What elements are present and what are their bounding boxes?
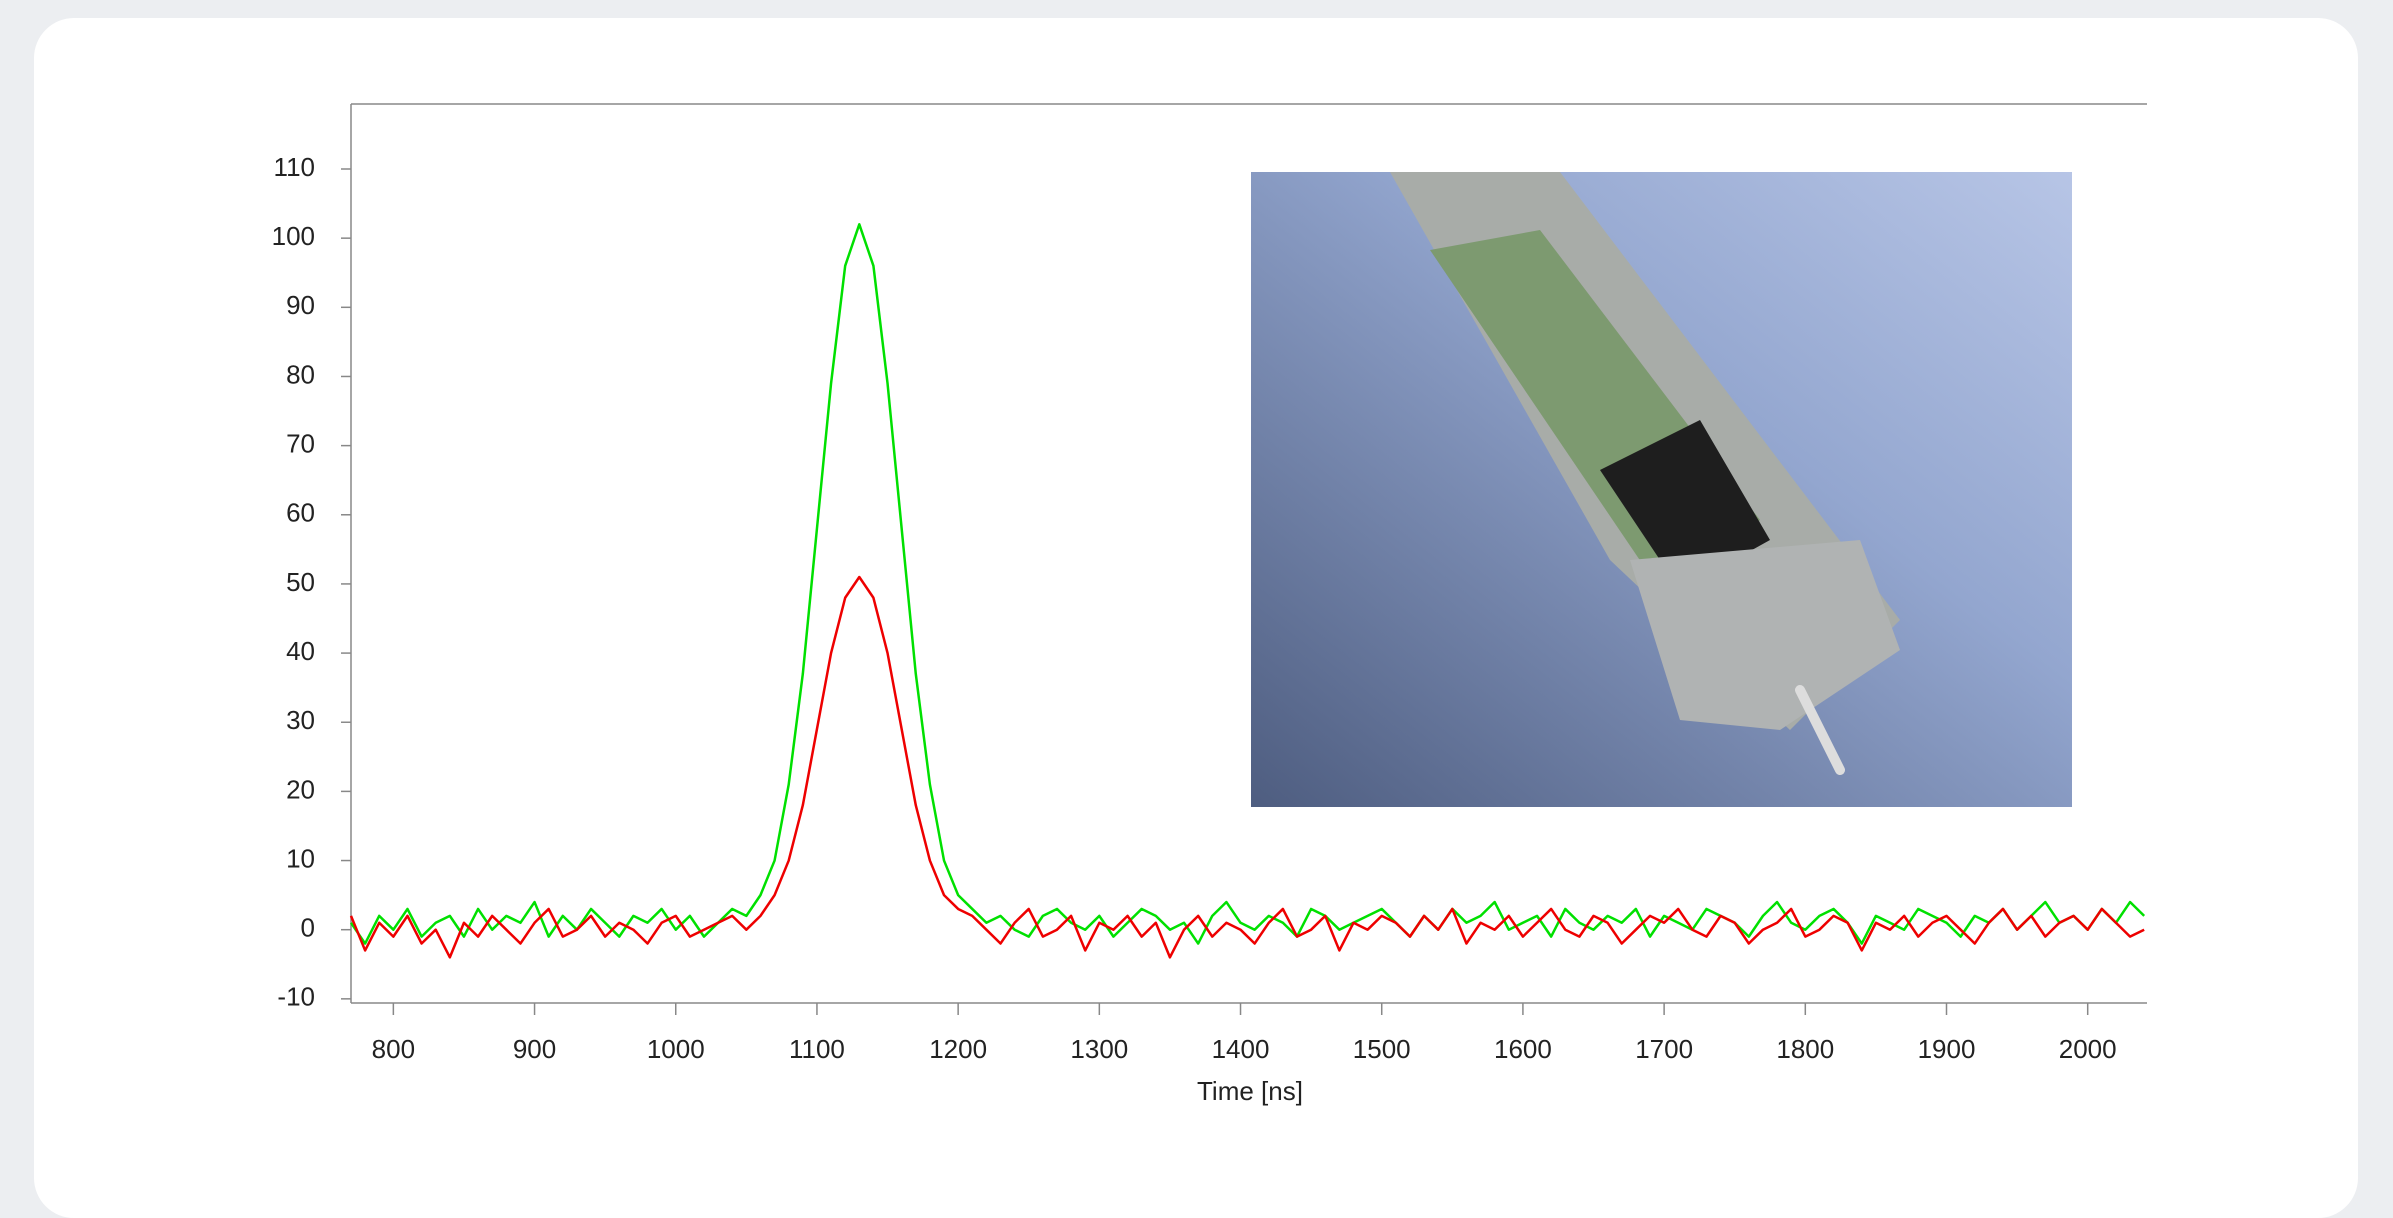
y-tick-label: 0 (301, 913, 315, 943)
x-tick-label: 1900 (1918, 1034, 1976, 1064)
y-tick-label: 60 (286, 498, 315, 528)
y-tick-label: 100 (272, 221, 315, 251)
y-tick-label: 30 (286, 705, 315, 735)
x-tick-label: 1400 (1212, 1034, 1270, 1064)
x-tick-label: 1300 (1070, 1034, 1128, 1064)
x-tick-label: 1100 (789, 1034, 845, 1064)
x-tick-label: 1800 (1776, 1034, 1834, 1064)
page: Time [ns] -10 0 10 20 30 40 50 60 70 80 90 100 110 80… (34, 18, 2358, 1218)
x-tick-label: 1700 (1635, 1034, 1693, 1064)
x-axis-label: Time [ns] (1197, 1076, 1303, 1106)
x-tick-label: 2000 (2059, 1034, 2117, 1064)
series-line (349, 575, 2145, 959)
x-tick-label: 900 (513, 1034, 556, 1064)
x-tick-label: 1500 (1353, 1034, 1411, 1064)
x-tick-label: 1000 (647, 1034, 705, 1064)
y-tick-label: -10 (277, 982, 315, 1012)
y-tick-label: 80 (286, 359, 315, 389)
x-tick-label: 1200 (929, 1034, 987, 1064)
x-tick-label: 800 (372, 1034, 415, 1064)
y-tick-label: 110 (274, 152, 315, 182)
y-tick-label: 90 (286, 290, 315, 320)
chart: Time [ns] -10 0 10 20 30 40 50 60 70 80 90 100 110 80… (272, 103, 2147, 1106)
y-tick-label: 50 (286, 567, 315, 597)
photo-inset (1251, 172, 2072, 807)
y-tick-label: 20 (286, 774, 315, 804)
x-tick-label: 1600 (1494, 1034, 1552, 1064)
y-tick-label: 10 (286, 843, 315, 873)
y-tick-label: 40 (286, 636, 315, 666)
y-tick-label: 70 (286, 428, 315, 458)
